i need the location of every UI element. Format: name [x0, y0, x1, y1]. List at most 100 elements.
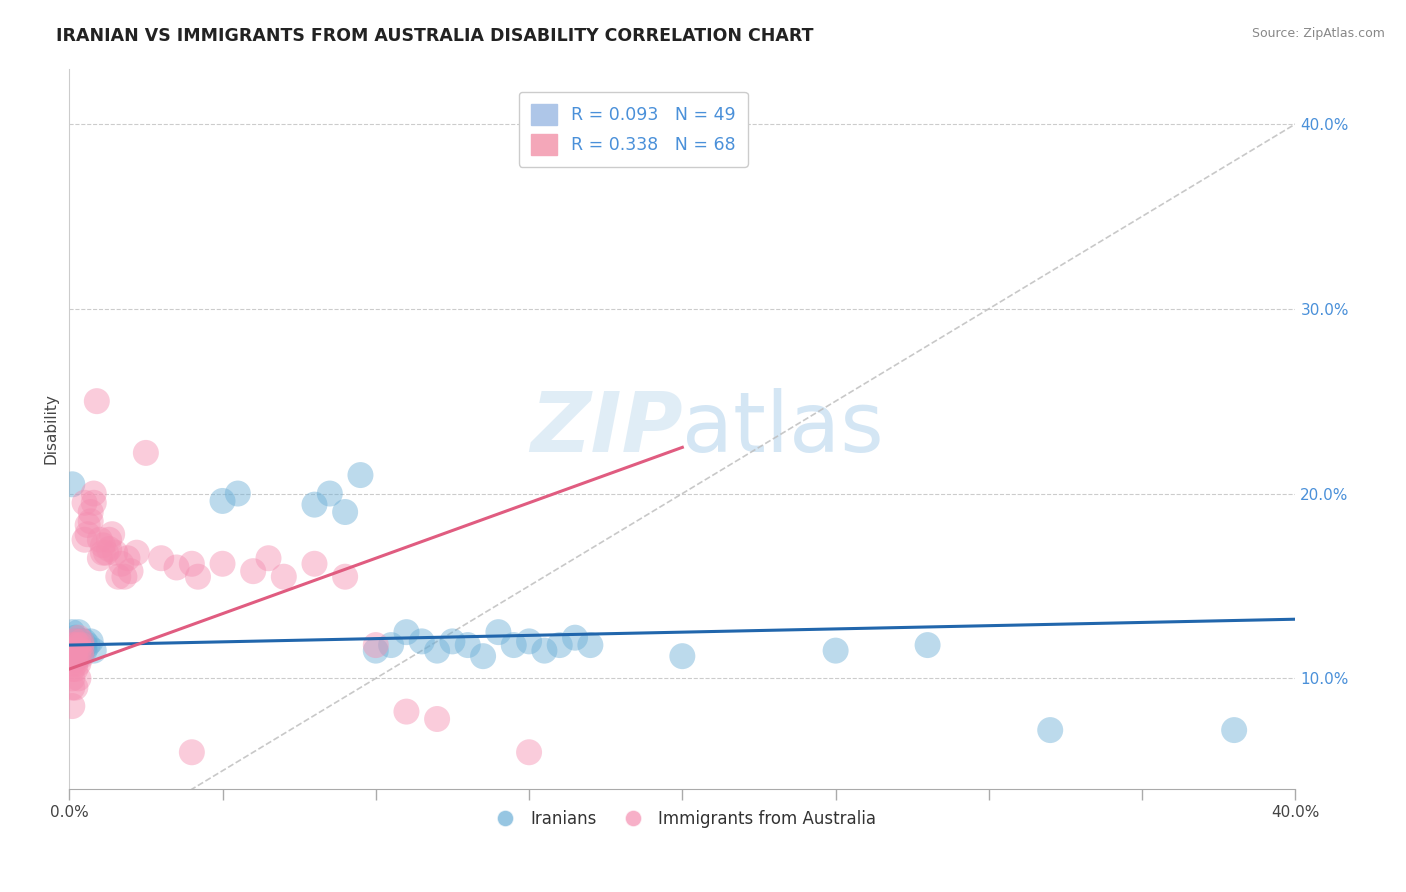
Point	[166, 560, 188, 574]
Point	[180, 745, 202, 759]
Point	[60, 649, 83, 664]
Point	[135, 446, 157, 460]
Point	[67, 649, 90, 664]
Point	[83, 643, 105, 657]
Point	[83, 496, 105, 510]
Point	[65, 643, 87, 657]
Point	[67, 657, 90, 671]
Point	[211, 494, 233, 508]
Text: ZIP: ZIP	[530, 388, 682, 469]
Point	[395, 705, 418, 719]
Point	[70, 634, 93, 648]
Point	[70, 638, 93, 652]
Point	[60, 671, 83, 685]
Point	[67, 638, 90, 652]
Point	[1039, 723, 1062, 737]
Y-axis label: Disability: Disability	[44, 393, 58, 465]
Point	[73, 643, 96, 657]
Point	[380, 638, 402, 652]
Point	[333, 505, 356, 519]
Point	[426, 712, 449, 726]
Point	[110, 557, 132, 571]
Text: Source: ZipAtlas.com: Source: ZipAtlas.com	[1251, 27, 1385, 40]
Point	[333, 570, 356, 584]
Point	[65, 653, 87, 667]
Point	[60, 643, 83, 657]
Point	[65, 634, 87, 648]
Point	[67, 638, 90, 652]
Point	[65, 681, 87, 695]
Point	[1223, 723, 1246, 737]
Point	[441, 634, 464, 648]
Point	[579, 638, 602, 652]
Point	[65, 657, 87, 671]
Point	[86, 394, 108, 409]
Point	[76, 518, 98, 533]
Point	[502, 638, 524, 652]
Point	[67, 631, 90, 645]
Point	[211, 557, 233, 571]
Point	[98, 533, 121, 547]
Point	[67, 649, 90, 664]
Point	[104, 546, 127, 560]
Point	[112, 570, 135, 584]
Point	[60, 699, 83, 714]
Point	[364, 643, 387, 657]
Text: IRANIAN VS IMMIGRANTS FROM AUSTRALIA DISABILITY CORRELATION CHART: IRANIAN VS IMMIGRANTS FROM AUSTRALIA DIS…	[56, 27, 814, 45]
Point	[65, 643, 87, 657]
Point	[824, 643, 846, 657]
Point	[101, 527, 124, 541]
Point	[671, 649, 693, 664]
Point	[67, 625, 90, 640]
Point	[89, 533, 111, 547]
Point	[60, 657, 83, 671]
Point	[67, 671, 90, 685]
Point	[65, 662, 87, 676]
Point	[304, 498, 326, 512]
Point	[120, 564, 142, 578]
Point	[73, 634, 96, 648]
Point	[319, 486, 342, 500]
Point	[65, 634, 87, 648]
Point	[117, 551, 139, 566]
Point	[65, 638, 87, 652]
Point	[60, 681, 83, 695]
Point	[67, 643, 90, 657]
Point	[917, 638, 939, 652]
Point	[60, 638, 83, 652]
Point	[517, 745, 540, 759]
Point	[411, 634, 433, 648]
Point	[517, 634, 540, 648]
Point	[564, 631, 586, 645]
Point	[70, 649, 93, 664]
Point	[91, 546, 114, 560]
Point	[83, 486, 105, 500]
Point	[60, 638, 83, 652]
Point	[70, 641, 93, 656]
Legend: Iranians, Immigrants from Australia: Iranians, Immigrants from Australia	[482, 804, 883, 835]
Point	[486, 625, 509, 640]
Point	[304, 557, 326, 571]
Point	[98, 541, 121, 556]
Point	[180, 557, 202, 571]
Point	[548, 638, 571, 652]
Point	[125, 546, 148, 560]
Point	[60, 625, 83, 640]
Point	[472, 649, 495, 664]
Point	[60, 643, 83, 657]
Point	[364, 638, 387, 652]
Text: atlas: atlas	[682, 388, 884, 469]
Point	[76, 638, 98, 652]
Point	[70, 638, 93, 652]
Point	[187, 570, 209, 584]
Point	[65, 638, 87, 652]
Point	[70, 634, 93, 648]
Point	[150, 551, 173, 566]
Point	[91, 538, 114, 552]
Point	[73, 638, 96, 652]
Point	[76, 527, 98, 541]
Point	[60, 477, 83, 491]
Point	[533, 643, 555, 657]
Point	[107, 570, 129, 584]
Point	[60, 662, 83, 676]
